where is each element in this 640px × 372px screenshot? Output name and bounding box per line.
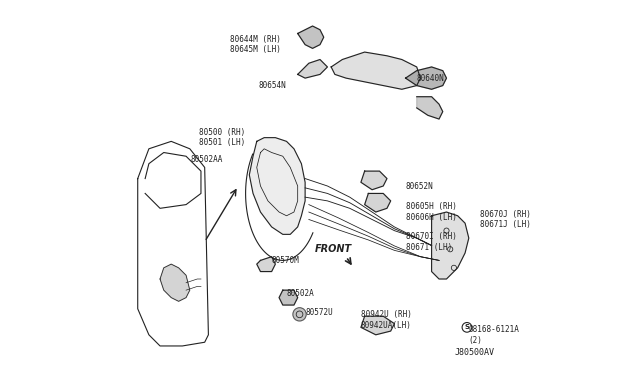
Polygon shape bbox=[250, 138, 305, 234]
Text: 80502AA: 80502AA bbox=[191, 155, 223, 164]
Polygon shape bbox=[365, 193, 390, 212]
Polygon shape bbox=[257, 257, 275, 272]
Polygon shape bbox=[406, 67, 447, 89]
Polygon shape bbox=[361, 316, 394, 335]
Text: 80942U (RH)
80942UA(LH): 80942U (RH) 80942UA(LH) bbox=[361, 310, 412, 330]
Polygon shape bbox=[331, 52, 420, 89]
Text: J80500AV: J80500AV bbox=[455, 348, 495, 357]
Polygon shape bbox=[279, 290, 298, 305]
Polygon shape bbox=[417, 97, 443, 119]
Text: 80605H (RH)
80606H (LH): 80605H (RH) 80606H (LH) bbox=[406, 202, 456, 222]
Polygon shape bbox=[160, 264, 190, 301]
Text: 80670I (RH)
80671 (LH): 80670I (RH) 80671 (LH) bbox=[406, 232, 456, 251]
Text: 80570M: 80570M bbox=[271, 256, 300, 265]
Polygon shape bbox=[298, 26, 324, 48]
Text: 80644M (RH)
80645M (LH): 80644M (RH) 80645M (LH) bbox=[230, 35, 281, 54]
Text: S: S bbox=[465, 324, 469, 330]
Polygon shape bbox=[298, 60, 328, 78]
Text: 80572U: 80572U bbox=[305, 308, 333, 317]
Text: 80652N: 80652N bbox=[406, 182, 433, 190]
Polygon shape bbox=[431, 212, 468, 279]
Text: 80654N: 80654N bbox=[259, 81, 287, 90]
Text: 80640N: 80640N bbox=[417, 74, 444, 83]
Text: 08168-6121A
(2): 08168-6121A (2) bbox=[468, 325, 520, 344]
Polygon shape bbox=[361, 171, 387, 190]
Circle shape bbox=[293, 308, 306, 321]
Text: 80500 (RH)
80501 (LH): 80500 (RH) 80501 (LH) bbox=[199, 128, 246, 147]
Text: 80670J (RH)
80671J (LH): 80670J (RH) 80671J (LH) bbox=[480, 210, 531, 229]
Text: 80502A: 80502A bbox=[287, 289, 314, 298]
Text: FRONT: FRONT bbox=[314, 244, 351, 254]
